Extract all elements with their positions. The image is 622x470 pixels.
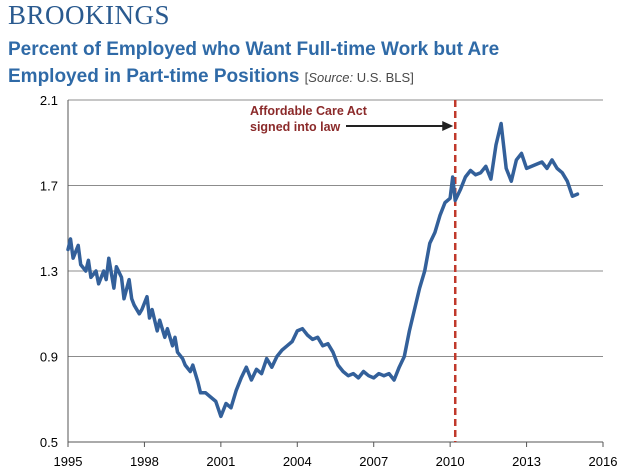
series-line	[66, 121, 580, 419]
y-tick-label: 2.1	[40, 93, 58, 108]
x-tick-label: 1998	[130, 454, 159, 469]
y-tick-label: 1.7	[40, 179, 58, 194]
chart-title: Percent of Employed who Want Full-time W…	[8, 36, 618, 91]
series-layer	[66, 121, 580, 419]
x-tick-labels: 1995 1998 2001 2004 2007 2010 2013 2016	[54, 454, 618, 469]
y-tick-labels: 0.5 0.9 1.3 1.7 2.1	[40, 93, 58, 450]
x-tick-label: 2010	[436, 454, 465, 469]
y-tick-label: 0.9	[40, 350, 58, 365]
source-value: U.S. BLS]	[353, 70, 414, 85]
grid-lines	[68, 99, 603, 357]
title-line-1: Percent of Employed who Want Full-time W…	[8, 39, 500, 60]
annotation: Affordable Care Act signed into law	[250, 104, 454, 134]
source-note: [Source: U.S. BLS]	[305, 70, 414, 85]
annotation-arrow-head	[442, 121, 454, 131]
x-tick-label: 2004	[283, 454, 312, 469]
title-line-2: Employed in Part-time Positions	[8, 66, 300, 87]
x-tick-label: 2001	[206, 454, 235, 469]
source-bracket: [	[304, 70, 309, 85]
brand-logo: BROOKINGS	[8, 0, 171, 30]
source-label: Source:	[308, 70, 354, 85]
x-tick-label: 2007	[359, 454, 388, 469]
annotation-line-2: signed into law	[250, 120, 341, 134]
x-tick-label: 2013	[512, 454, 541, 469]
x-tick-label: 2016	[589, 454, 618, 469]
x-tick-label: 1995	[54, 454, 83, 469]
y-tick-label: 1.3	[40, 264, 58, 279]
axes	[67, 100, 604, 447]
y-tick-label: 0.5	[40, 435, 58, 450]
annotation-line-1: Affordable Care Act	[250, 104, 368, 118]
